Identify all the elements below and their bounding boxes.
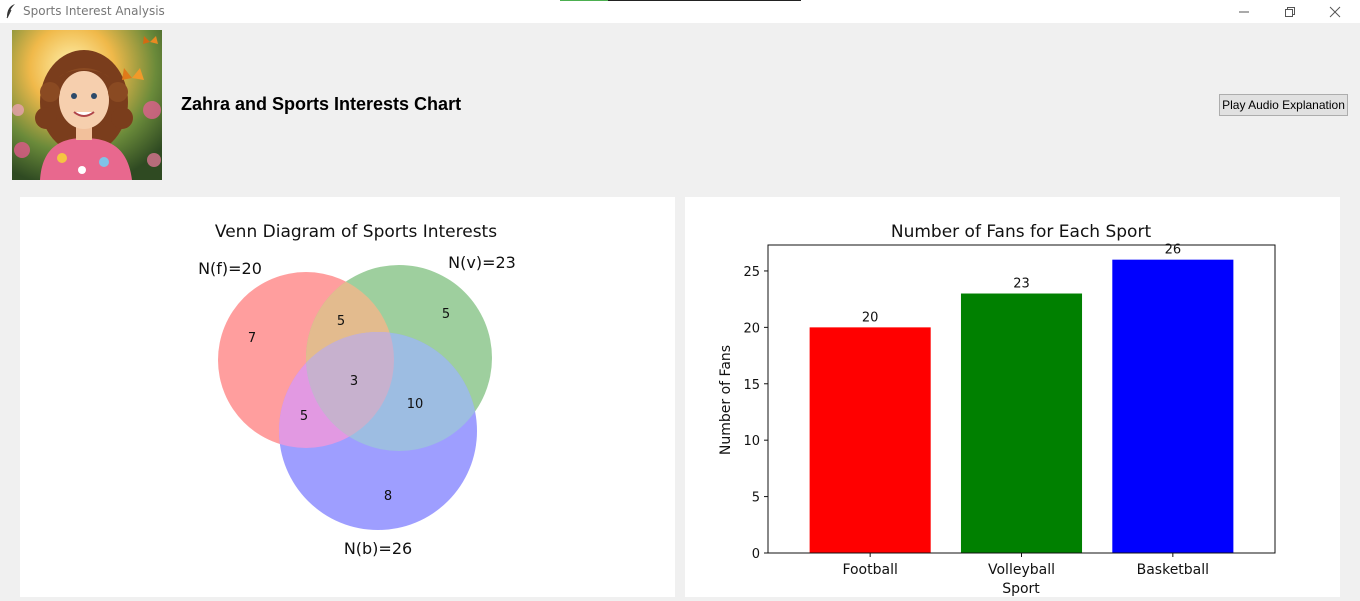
bar-chart: Number of Fans for Each Sport Sport Numb…: [718, 222, 1276, 597]
venn-set-label-volleyball: N(v)=23: [448, 253, 516, 272]
feather-icon: [6, 4, 15, 19]
restore-button[interactable]: [1267, 0, 1313, 23]
x-tick-label: Volleyball: [988, 562, 1055, 578]
venn-region-all: 3: [350, 374, 358, 389]
y-tick-label: 10: [743, 434, 760, 449]
avatar-girl-illustration: [12, 30, 162, 180]
y-tick-label: 20: [743, 321, 760, 336]
minimize-button[interactable]: [1221, 0, 1267, 23]
close-button[interactable]: [1312, 0, 1358, 23]
venn-title: Venn Diagram of Sports Interests: [215, 222, 497, 242]
page-title: Zahra and Sports Interests Chart: [181, 94, 462, 114]
play-audio-button[interactable]: Play Audio Explanation: [1219, 94, 1348, 116]
butterfly-icon: [122, 68, 144, 80]
y-tick-label: 25: [743, 265, 760, 280]
y-tick-label: 0: [752, 547, 760, 562]
window-title: Sports Interest Analysis: [23, 4, 165, 18]
bar-value-label: 23: [1013, 277, 1030, 292]
close-icon: [1329, 6, 1341, 17]
bar-value-label: 20: [862, 310, 879, 325]
bar-volleyball: [960, 293, 1083, 553]
venn-region-football-volleyball: 5: [337, 314, 345, 329]
x-tick-label: Basketball: [1137, 562, 1209, 578]
venn-set-label-basketball: N(b)=26: [344, 539, 412, 558]
bar-chart-xlabel: Sport: [1002, 581, 1040, 597]
minimize-icon: [1239, 11, 1249, 12]
venn-region-football-only: 7: [248, 331, 256, 346]
bar-football: [809, 327, 931, 553]
titlebar-progress-line: [560, 0, 801, 1]
venn-diagram: Venn Diagram of Sports Interests N(f)=20…: [198, 222, 516, 558]
window-titlebar: Sports Interest Analysis: [0, 0, 1360, 23]
bar-chart-ylabel: Number of Fans: [718, 345, 734, 455]
restore-icon: [1285, 6, 1295, 17]
venn-region-basketball-only: 8: [384, 489, 392, 504]
bar-chart-panel: Number of Fans for Each Sport Sport Numb…: [685, 197, 1340, 597]
y-tick-label: 5: [752, 491, 760, 506]
venn-region-football-basketball: 5: [300, 409, 308, 424]
venn-region-volleyball-only: 5: [442, 307, 450, 322]
bar-basketball: [1112, 259, 1234, 553]
venn-panel: Venn Diagram of Sports Interests N(f)=20…: [20, 197, 675, 597]
y-tick-label: 15: [743, 378, 760, 393]
venn-region-volleyball-basketball: 10: [407, 397, 424, 412]
venn-set-label-football: N(f)=20: [198, 259, 262, 278]
bar-value-label: 26: [1165, 243, 1182, 258]
avatar: [12, 30, 162, 180]
plot-frame: [767, 244, 1276, 554]
bar-chart-title: Number of Fans for Each Sport: [891, 222, 1152, 242]
x-tick-label: Football: [842, 562, 897, 578]
